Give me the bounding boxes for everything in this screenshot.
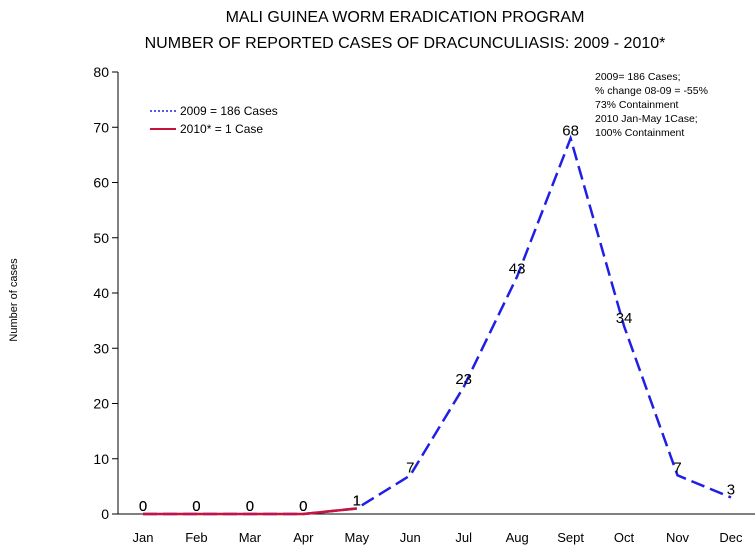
y-tick-label: 40 bbox=[93, 285, 109, 301]
data-label: 43 bbox=[509, 260, 526, 277]
chart-subtitle: NUMBER OF REPORTED CASES OF DRACUNCULIAS… bbox=[145, 35, 666, 52]
data-label: 1 bbox=[353, 492, 361, 509]
data-label: 3 bbox=[727, 481, 735, 498]
annotation: 2010 Jan-May 1Case; bbox=[595, 113, 698, 125]
legend-label: 2010* = 1 Case bbox=[180, 122, 263, 136]
data-label: 7 bbox=[406, 459, 414, 476]
data-label: 68 bbox=[562, 122, 579, 139]
y-tick-label: 10 bbox=[93, 451, 109, 467]
data-label: 0 bbox=[299, 498, 307, 515]
y-tick-label: 60 bbox=[93, 175, 109, 191]
x-tick-label: May bbox=[345, 530, 370, 545]
x-tick-label: Jul bbox=[455, 530, 472, 545]
data-label: 34 bbox=[616, 310, 633, 327]
y-tick-label: 0 bbox=[101, 506, 109, 522]
x-tick-label: Apr bbox=[293, 530, 314, 545]
x-tick-label: Jan bbox=[133, 530, 154, 545]
annotation: 100% Containment bbox=[595, 127, 684, 139]
x-tick-label: Jun bbox=[400, 530, 421, 545]
x-tick-label: Feb bbox=[185, 530, 207, 545]
data-label: 7 bbox=[673, 459, 681, 476]
x-tick-label: Aug bbox=[506, 530, 529, 545]
series-line bbox=[143, 507, 357, 516]
data-label: 0 bbox=[192, 498, 200, 515]
y-tick-label: 80 bbox=[93, 64, 109, 80]
annotation: 73% Containment bbox=[595, 99, 679, 111]
y-tick-label: 50 bbox=[93, 230, 109, 246]
series-line bbox=[143, 134, 732, 516]
chart-title: MALI GUINEA WORM ERADICATION PROGRAM bbox=[226, 9, 585, 26]
annotation: 2009= 186 Cases; bbox=[595, 71, 681, 83]
data-label: 0 bbox=[139, 498, 147, 515]
data-label: 0 bbox=[246, 498, 254, 515]
data-label: 0 bbox=[299, 498, 307, 515]
data-label: 0 bbox=[192, 498, 200, 515]
data-label: 0 bbox=[246, 498, 254, 515]
y-tick-label: 20 bbox=[93, 396, 109, 412]
annotation: % change 08-09 = -55% bbox=[595, 85, 708, 97]
x-tick-label: Mar bbox=[239, 530, 262, 545]
y-tick-label: 70 bbox=[93, 119, 109, 135]
x-tick-label: Sept bbox=[557, 530, 584, 545]
y-tick-label: 30 bbox=[93, 340, 109, 356]
x-tick-label: Nov bbox=[666, 530, 690, 545]
y-axis-label: Number of cases bbox=[8, 258, 20, 342]
legend-label: 2009 = 186 Cases bbox=[180, 104, 278, 118]
x-tick-label: Oct bbox=[614, 530, 635, 545]
x-tick-label: Dec bbox=[719, 530, 743, 545]
data-label: 0 bbox=[139, 498, 147, 515]
data-label: 23 bbox=[455, 371, 472, 388]
data-label: 1 bbox=[353, 492, 361, 509]
